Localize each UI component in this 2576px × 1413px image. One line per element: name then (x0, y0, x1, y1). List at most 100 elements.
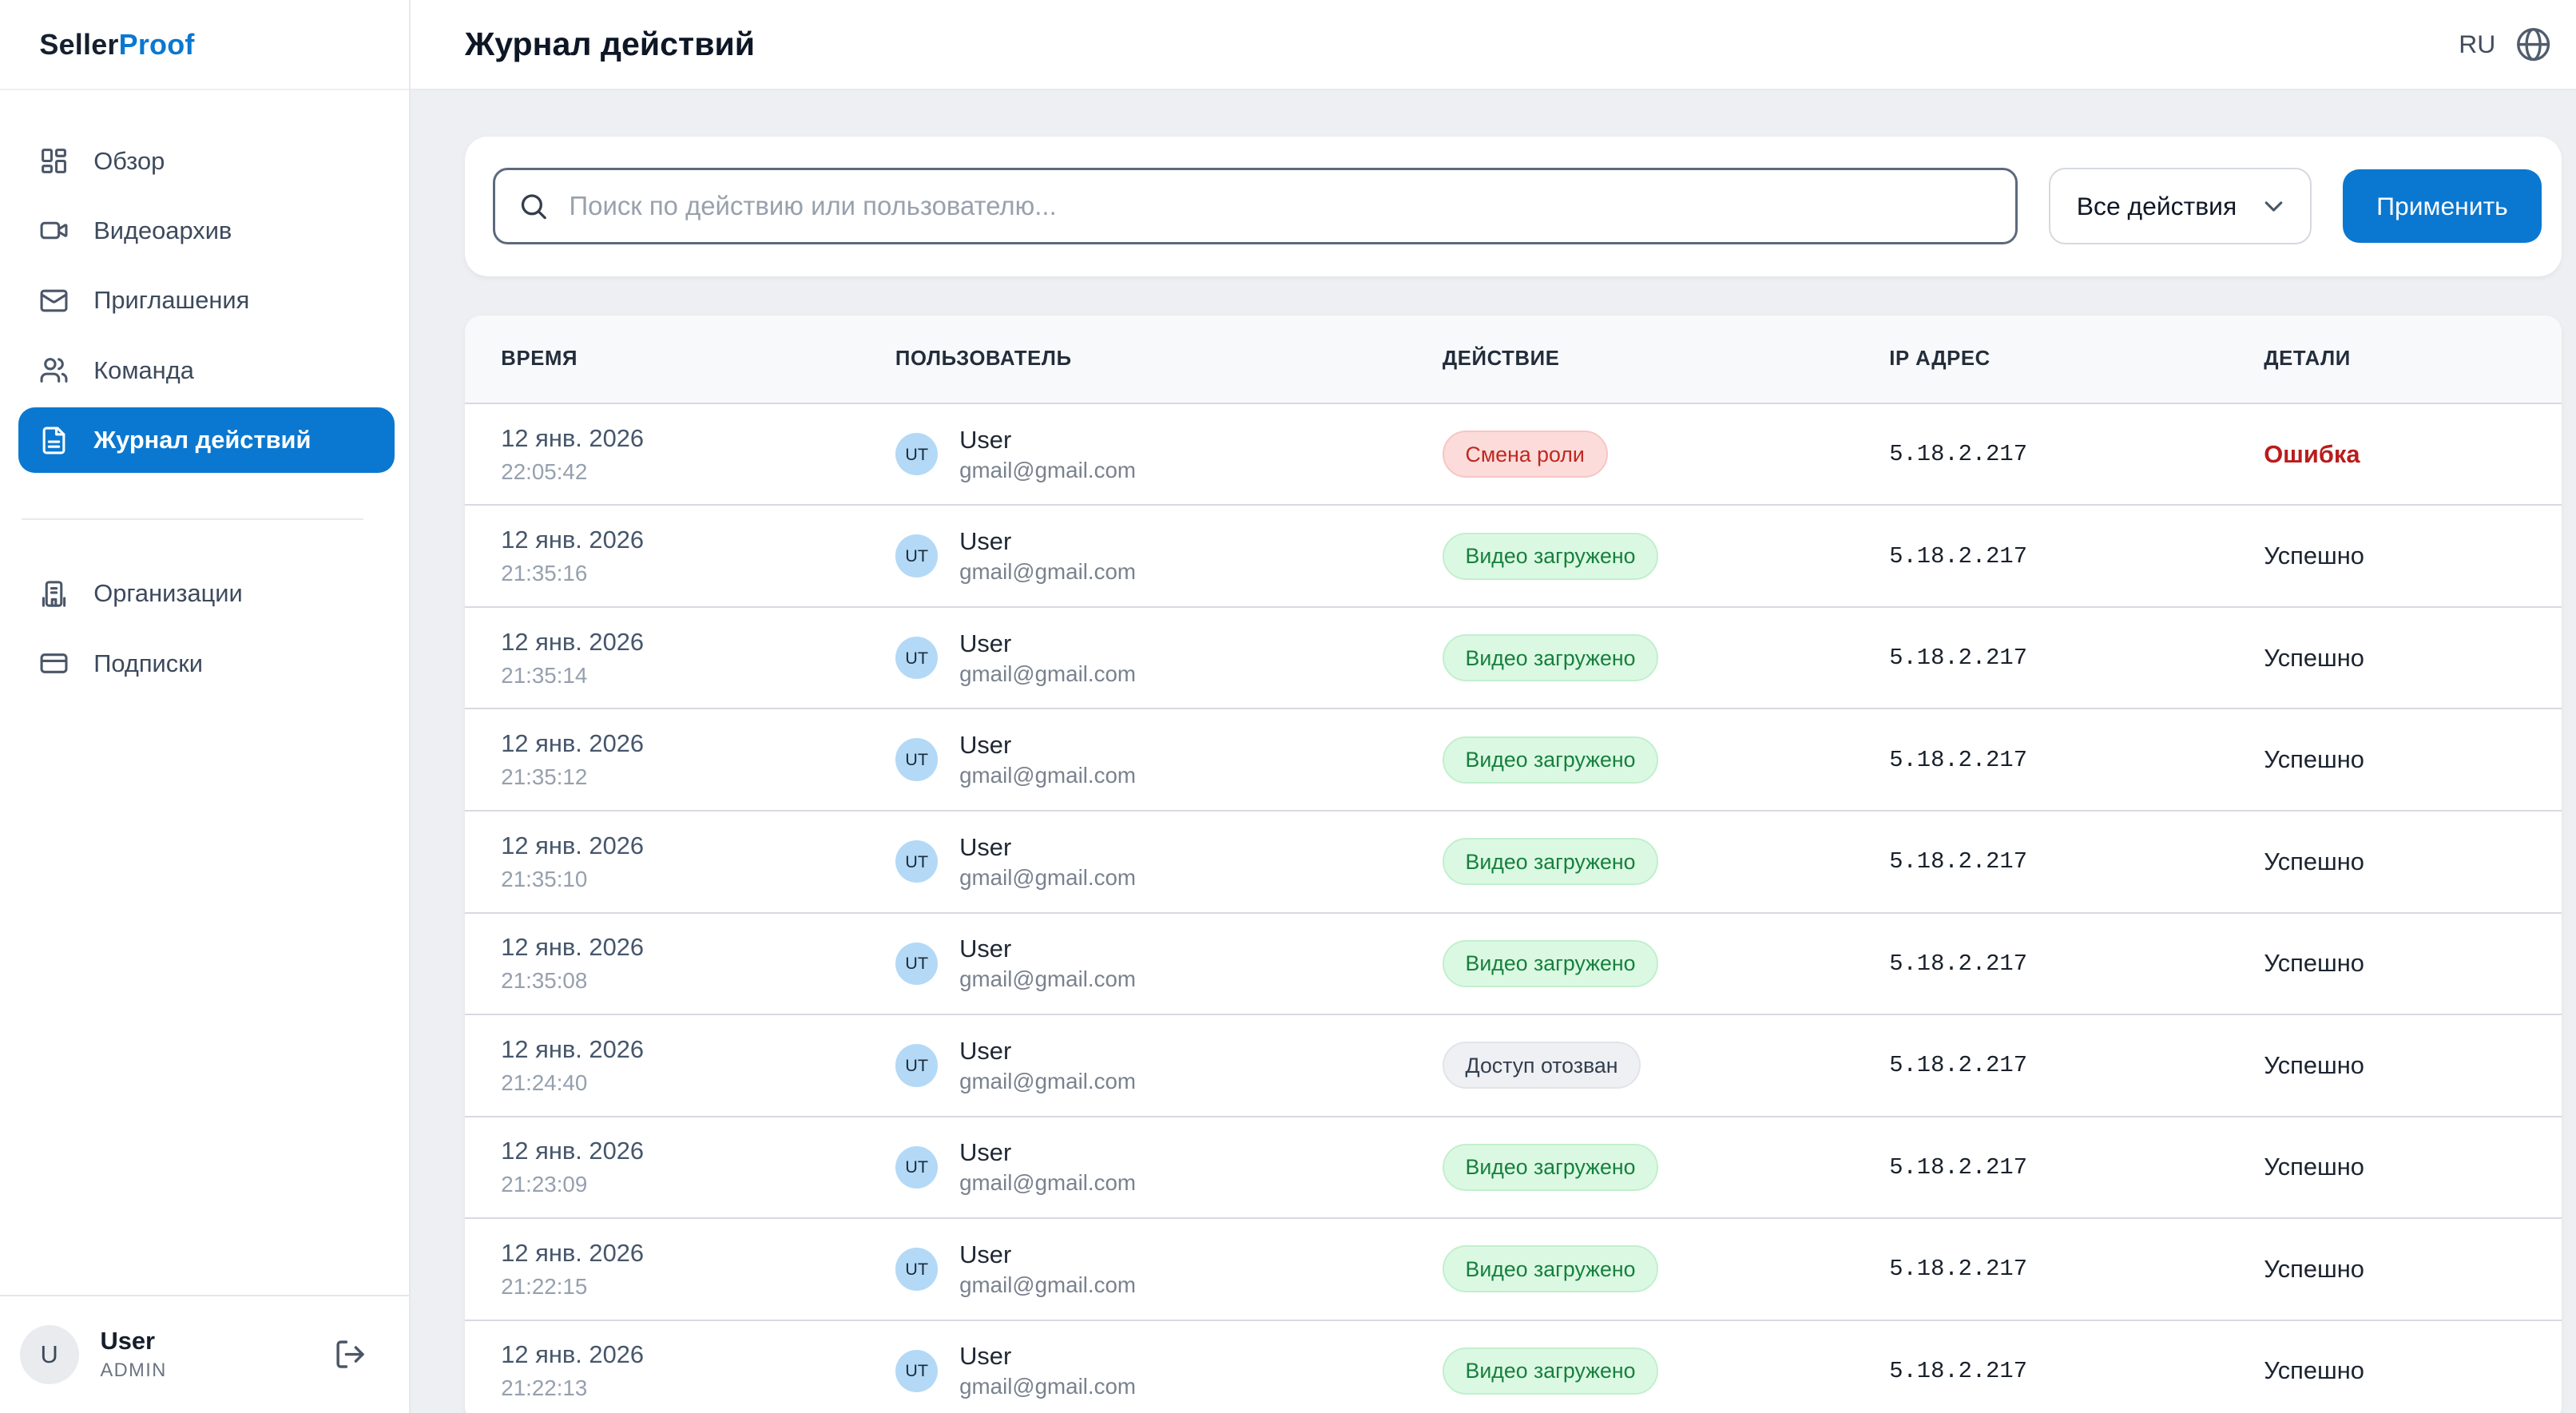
row-user-name: User (959, 935, 1012, 963)
details-cell: Успешно (2264, 644, 2561, 673)
row-date: 12 янв. 2026 (501, 1137, 645, 1165)
user-cell: UT User gmail@gmail.com (895, 629, 1443, 687)
row-date: 12 янв. 2026 (501, 526, 645, 554)
user-info: User gmail@gmail.com (959, 1037, 1136, 1094)
credit-card-icon (39, 649, 69, 678)
file-text-icon (39, 426, 69, 455)
row-time: 22:05:42 (501, 458, 588, 484)
video-icon (39, 216, 69, 245)
row-user-name: User (959, 1138, 1012, 1167)
table-row: 12 янв. 2026 21:35:08 UT User gmail@gmai… (465, 913, 2562, 1016)
time-cell: 12 янв. 2026 21:22:15 (501, 1239, 895, 1300)
apply-button[interactable]: Применить (2343, 169, 2542, 244)
row-user-email: gmail@gmail.com (959, 864, 1137, 890)
row-time: 21:35:10 (501, 866, 588, 891)
details-cell: Успешно (2264, 949, 2561, 978)
action-cell: Видео загружено (1442, 634, 1889, 682)
row-user-email: gmail@gmail.com (959, 457, 1137, 482)
sidebar-item-overview[interactable]: Обзор (18, 128, 395, 193)
sidebar-item-team[interactable]: Команда (18, 338, 395, 403)
user-avatar: UT (895, 1248, 939, 1291)
row-user-email: gmail@gmail.com (959, 1272, 1137, 1297)
table-row: 12 янв. 2026 21:35:10 UT User gmail@gmai… (465, 811, 2562, 914)
ip-cell: 5.18.2.217 (1889, 950, 2027, 977)
details-text: Успешно (2264, 847, 2364, 875)
row-user-name: User (959, 629, 1012, 657)
ip-cell: 5.18.2.217 (1889, 1052, 2027, 1079)
row-time: 21:35:16 (501, 561, 588, 586)
filter-card: Все действия Применить (465, 136, 2562, 276)
action-badge: Видео загружено (1442, 1143, 1659, 1191)
table-header: ВРЕМЯ ПОЛЬЗОВАТЕЛЬ ДЕЙСТВИЕ IP АДРЕС ДЕТ… (465, 315, 2562, 404)
ip-cell: 5.18.2.217 (1889, 1256, 2027, 1283)
column-header-user: ПОЛЬЗОВАТЕЛЬ (895, 347, 1072, 370)
sidebar-item-invitations[interactable]: Приглашения (18, 268, 395, 333)
row-user-name: User (959, 1036, 1012, 1065)
ip-cell: 5.18.2.217 (1889, 1153, 2027, 1181)
main-area: Журнал действий RU Все действия Применит… (411, 0, 2576, 1413)
row-user-email: gmail@gmail.com (959, 763, 1137, 788)
user-avatar: UT (895, 534, 939, 578)
search-wrap (493, 167, 2018, 245)
user-cell: UT User gmail@gmail.com (895, 1240, 1443, 1298)
row-date: 12 янв. 2026 (501, 627, 645, 656)
table-row: 12 янв. 2026 21:35:14 UT User gmail@gmai… (465, 607, 2562, 710)
details-text: Успешно (2264, 745, 2364, 774)
language-code: RU (2459, 30, 2496, 59)
chevron-down-icon (2259, 192, 2288, 221)
sidebar-item-label: Команда (93, 355, 194, 384)
table-row: 12 янв. 2026 21:23:09 UT User gmail@gmai… (465, 1117, 2562, 1220)
row-date: 12 янв. 2026 (501, 933, 645, 962)
time-cell: 12 янв. 2026 21:22:13 (501, 1340, 895, 1401)
action-cell: Доступ отозван (1442, 1042, 1889, 1090)
action-badge: Видео загружено (1442, 736, 1659, 784)
sidebar-nav-secondary: Организации Подписки (0, 561, 409, 701)
sidebar-item-subscriptions[interactable]: Подписки (18, 631, 395, 697)
details-cell: Успешно (2264, 542, 2561, 570)
action-cell: Видео загружено (1442, 939, 1889, 987)
column-header-action: ДЕЙСТВИЕ (1442, 347, 1560, 370)
table-row: 12 янв. 2026 21:35:12 UT User gmail@gmai… (465, 709, 2562, 812)
row-user-email: gmail@gmail.com (959, 966, 1137, 992)
action-cell: Видео загружено (1442, 1245, 1889, 1293)
details-text: Успешно (2264, 1254, 2364, 1283)
sidebar-item-video-archive[interactable]: Видеоархив (18, 198, 395, 264)
user-name: User (100, 1327, 156, 1355)
action-badge: Видео загружено (1442, 532, 1659, 580)
row-user-name: User (959, 425, 1012, 454)
details-text: Успешно (2264, 1356, 2364, 1385)
sidebar-item-label: Приглашения (93, 286, 250, 315)
sidebar-item-organizations[interactable]: Организации (18, 561, 395, 626)
logout-button[interactable] (334, 1338, 367, 1371)
ip-cell: 5.18.2.217 (1889, 645, 2027, 672)
users-icon (39, 355, 69, 385)
sidebar-item-activity-log[interactable]: Журнал действий (18, 407, 395, 474)
action-badge: Видео загружено (1442, 838, 1659, 886)
user-info: User gmail@gmail.com (959, 629, 1136, 687)
row-date: 12 янв. 2026 (501, 1238, 645, 1267)
row-user-name: User (959, 1240, 1012, 1268)
details-text: Успешно (2264, 1050, 2364, 1079)
table-row: 12 янв. 2026 21:22:13 UT User gmail@gmai… (465, 1320, 2562, 1413)
sidebar-item-label: Видеоархив (93, 216, 232, 244)
language-switcher[interactable]: RU (2459, 26, 2551, 62)
sidebar-item-label: Организации (93, 579, 243, 608)
sidebar-item-label: Подписки (93, 649, 203, 677)
action-badge: Видео загружено (1442, 634, 1659, 682)
ip-cell: 5.18.2.217 (1889, 746, 2027, 773)
action-cell: Видео загружено (1442, 736, 1889, 784)
search-input[interactable] (493, 167, 2018, 245)
action-filter-select[interactable]: Все действия (2048, 167, 2312, 245)
user-avatar: UT (895, 432, 939, 476)
user-cell: UT User gmail@gmail.com (895, 1342, 1443, 1399)
row-user-name: User (959, 1342, 1012, 1371)
sidebar-nav-primary: Обзор Видеоархив Приглашения Команда Жур… (0, 90, 409, 477)
sidebar-divider (21, 518, 363, 520)
globe-icon (2515, 26, 2551, 62)
activity-table: ВРЕМЯ ПОЛЬЗОВАТЕЛЬ ДЕЙСТВИЕ IP АДРЕС ДЕТ… (465, 315, 2562, 1413)
action-cell: Смена роли (1442, 431, 1889, 478)
action-badge: Доступ отозван (1442, 1042, 1641, 1090)
user-info: User gmail@gmail.com (959, 1138, 1136, 1196)
mail-icon (39, 286, 69, 316)
